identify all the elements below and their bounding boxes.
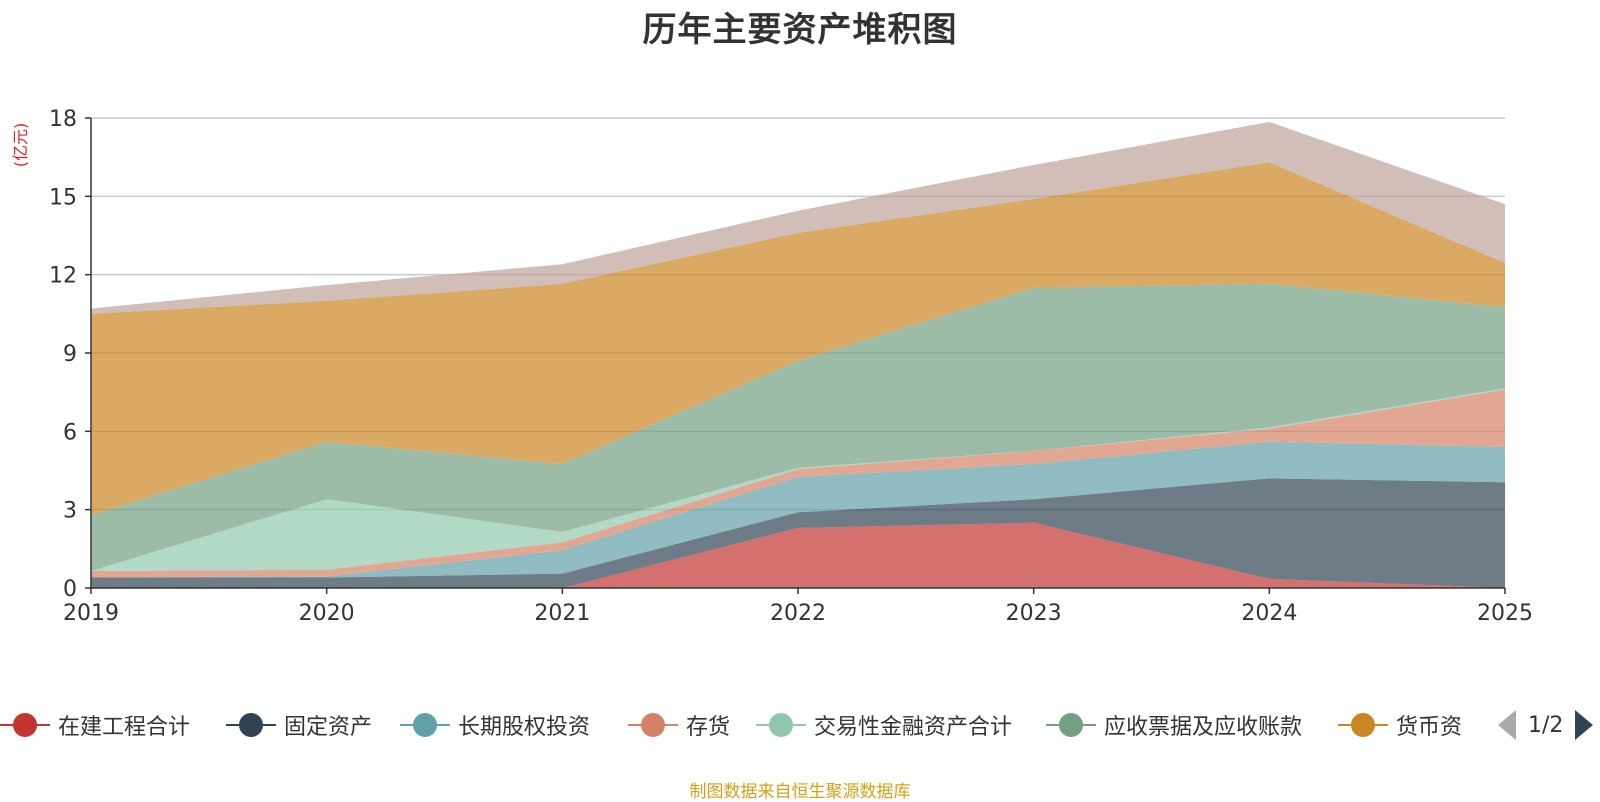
pager-page-indicator: 1/2 bbox=[1528, 712, 1564, 738]
x-tick-label: 2019 bbox=[63, 601, 119, 626]
legend-marker-icon bbox=[1338, 710, 1388, 740]
area-series[interactable] bbox=[91, 121, 1505, 314]
legend-label: 在建工程合计 bbox=[58, 715, 191, 740]
legend-item-trading-assets[interactable]: 交易性金融资产合计 bbox=[756, 705, 1012, 745]
y-tick-label: 15 bbox=[49, 185, 77, 210]
legend-marker-icon bbox=[0, 710, 50, 740]
legend-marker-icon bbox=[226, 710, 276, 740]
legend-marker-icon bbox=[1046, 710, 1096, 740]
legend-label: 应收票据及应收账款 bbox=[1104, 715, 1303, 740]
area-series[interactable] bbox=[91, 441, 1505, 578]
y-tick-label: 9 bbox=[63, 342, 77, 367]
legend-pager: 1/2 bbox=[1498, 710, 1594, 740]
legend-label: 货币资 bbox=[1396, 715, 1463, 740]
y-tick-label: 18 bbox=[49, 107, 77, 132]
x-tick-label: 2021 bbox=[534, 601, 590, 626]
legend-item-inventory[interactable]: 存货 bbox=[628, 705, 730, 745]
source-note: 制图数据来自恒生聚源数据库 bbox=[689, 782, 911, 802]
x-tick-label: 2025 bbox=[1477, 601, 1533, 626]
legend-label: 长期股权投资 bbox=[458, 715, 591, 740]
area-series[interactable] bbox=[91, 478, 1505, 588]
legend-marker-icon bbox=[400, 710, 450, 740]
chart-title: 历年主要资产堆积图 bbox=[642, 10, 958, 50]
legend-item-equity-investment[interactable]: 长期股权投资 bbox=[400, 705, 590, 745]
legend-label: 固定资产 bbox=[284, 715, 373, 740]
stacked-areas bbox=[91, 121, 1505, 588]
chart-canvas: 0 3 6 9 12 15 18 2019 2020 2021 2022 2023 2024 2025 (… bbox=[11, 107, 1533, 626]
area-series[interactable] bbox=[91, 522, 1505, 588]
x-tick-label: 2023 bbox=[1006, 601, 1062, 626]
x-tick-label: 2022 bbox=[770, 601, 826, 626]
y-tick-label: 3 bbox=[63, 499, 77, 524]
x-tick-label: 2020 bbox=[299, 601, 355, 626]
legend-label: 存货 bbox=[686, 715, 731, 740]
legend-item-fixed-assets[interactable]: 固定资产 bbox=[226, 705, 372, 745]
y-axis-label: (亿元) bbox=[11, 123, 30, 168]
legend-item-construction[interactable]: 在建工程合计 bbox=[0, 705, 190, 745]
y-tick-label: 0 bbox=[63, 577, 77, 602]
legend-marker-icon bbox=[628, 710, 678, 740]
pager-prev-icon[interactable] bbox=[1498, 710, 1516, 740]
legend-label: 交易性金融资产合计 bbox=[814, 715, 1013, 740]
axes: 0 3 6 9 12 15 18 2019 2020 2021 2022 2023 2024 2025 bbox=[49, 107, 1533, 626]
y-tick-label: 12 bbox=[49, 264, 77, 289]
x-tick-label: 2024 bbox=[1241, 601, 1297, 626]
area-series[interactable] bbox=[91, 283, 1505, 572]
area-series[interactable] bbox=[91, 162, 1505, 515]
area-series[interactable] bbox=[91, 388, 1505, 572]
legend-item-cash[interactable]: 货币资 bbox=[1338, 705, 1462, 745]
pager-next-icon[interactable] bbox=[1575, 710, 1594, 740]
legend-marker-icon bbox=[756, 710, 806, 740]
legend: 在建工程合计 固定资产 长期股权投资 存货 交易性金融资产合计 应收票据及应收账… bbox=[0, 705, 1600, 745]
y-tick-label: 6 bbox=[63, 420, 77, 445]
legend-item-receivables[interactable]: 应收票据及应收账款 bbox=[1046, 705, 1302, 745]
